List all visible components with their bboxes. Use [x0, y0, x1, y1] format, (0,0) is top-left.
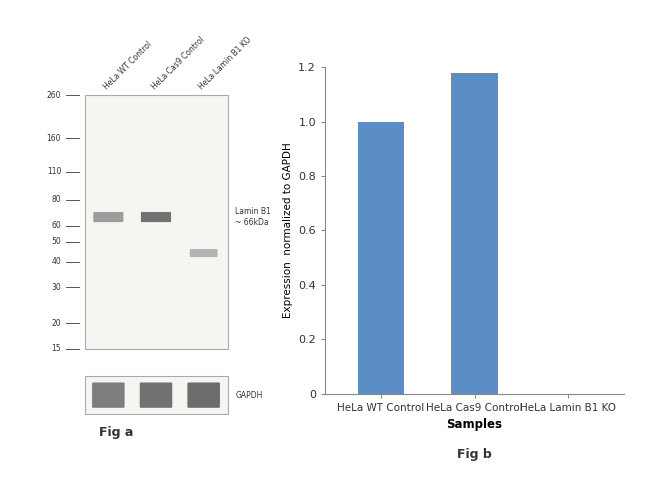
- Text: Fig b: Fig b: [457, 448, 492, 461]
- FancyBboxPatch shape: [141, 212, 171, 222]
- Text: 15: 15: [51, 344, 61, 353]
- Text: 30: 30: [51, 283, 61, 291]
- FancyBboxPatch shape: [92, 383, 125, 408]
- Bar: [451, 72, 498, 394]
- Text: HeLa Cas9 Control: HeLa Cas9 Control: [150, 35, 206, 91]
- Text: HeLa Lamin B1 KO: HeLa Lamin B1 KO: [198, 35, 254, 91]
- FancyBboxPatch shape: [93, 212, 124, 222]
- Text: 50: 50: [51, 237, 61, 246]
- Text: HeLa WT Control: HeLa WT Control: [102, 39, 153, 91]
- Text: 20: 20: [51, 319, 61, 328]
- X-axis label: Samples: Samples: [447, 418, 502, 431]
- FancyBboxPatch shape: [187, 383, 220, 408]
- Text: 80: 80: [51, 195, 61, 204]
- Text: 60: 60: [51, 221, 61, 230]
- Text: 160: 160: [47, 134, 61, 143]
- Bar: [84, 95, 227, 348]
- FancyBboxPatch shape: [190, 249, 218, 257]
- FancyBboxPatch shape: [140, 383, 172, 408]
- Text: 110: 110: [47, 167, 61, 176]
- Text: Fig a: Fig a: [99, 427, 133, 440]
- Bar: [84, 376, 227, 414]
- Text: GAPDH: GAPDH: [235, 391, 263, 400]
- Text: 260: 260: [47, 91, 61, 100]
- Y-axis label: Expression  normalized to GAPDH: Expression normalized to GAPDH: [283, 143, 292, 318]
- Text: 40: 40: [51, 257, 61, 266]
- Bar: [358, 121, 404, 394]
- Text: Lamin B1
~ 66kDa: Lamin B1 ~ 66kDa: [235, 207, 271, 227]
